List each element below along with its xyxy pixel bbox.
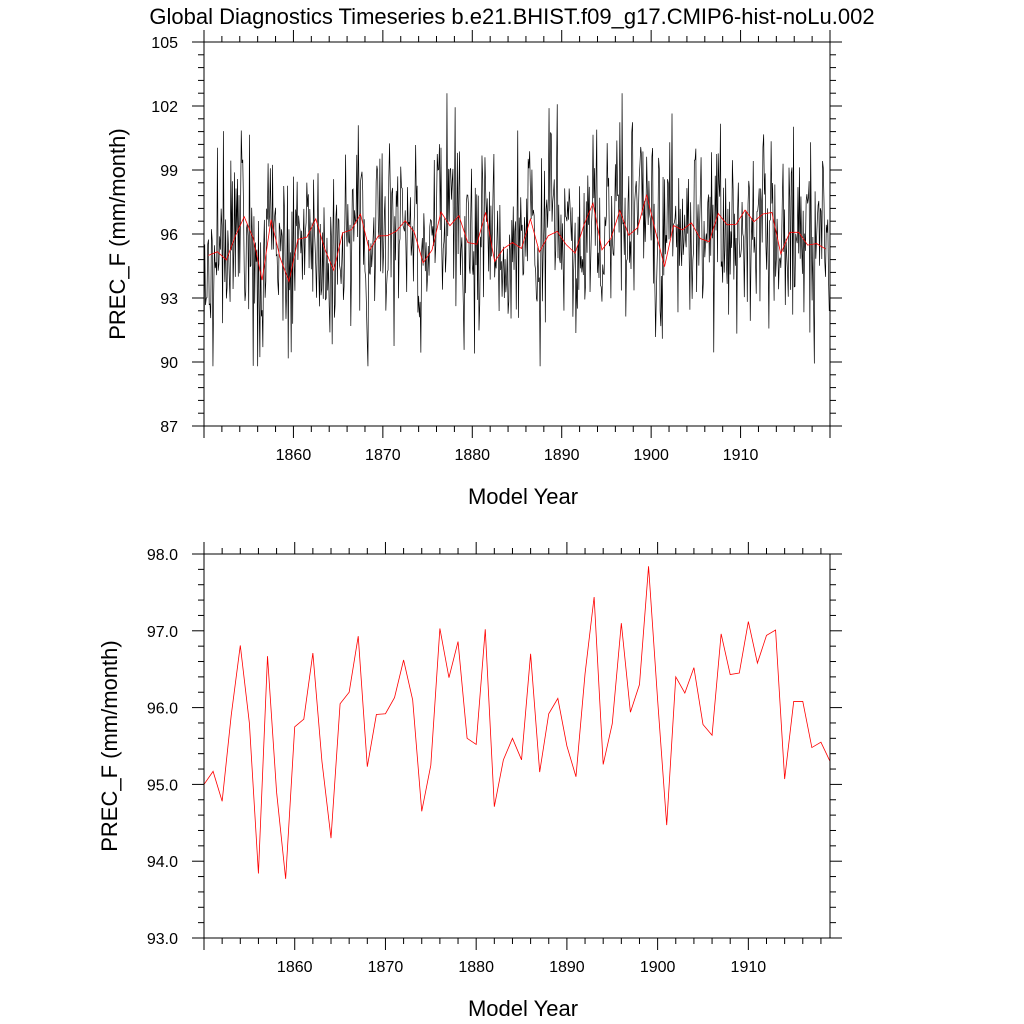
x-tick-label: 1910 xyxy=(723,447,759,464)
x-tick-label: 1900 xyxy=(633,447,669,464)
y-tick-label: 93.0 xyxy=(147,931,178,948)
y-tick-label: 93 xyxy=(160,291,178,308)
y-tick-label: 94.0 xyxy=(147,854,178,871)
y-tick-label: 95.0 xyxy=(147,777,178,794)
x-tick-label: 1910 xyxy=(731,959,767,976)
x-tick-label: 1890 xyxy=(549,959,585,976)
y-axis-title: PREC_F (mm/month) xyxy=(105,128,130,339)
x-tick-label: 1900 xyxy=(640,959,676,976)
monthly-series-line xyxy=(204,93,830,367)
y-tick-label: 96 xyxy=(160,227,178,244)
x-tick-label: 1860 xyxy=(277,959,313,976)
x-tick-label: 1860 xyxy=(276,447,312,464)
x-tick-label: 1880 xyxy=(454,447,490,464)
x-tick-label: 1890 xyxy=(544,447,580,464)
x-tick-label: 1870 xyxy=(368,959,404,976)
y-axis-title: PREC_F (mm/month) xyxy=(97,640,122,851)
y-tick-label: 90 xyxy=(160,355,178,372)
y-tick-label: 102 xyxy=(151,99,178,116)
timeseries-panel-monthly: 1860 1870 1880 1890 1900 1910 87 90 93 96 99 102 105… xyxy=(105,30,842,509)
x-axis-title: Model Year xyxy=(468,484,578,509)
y-tick-label: 105 xyxy=(151,35,178,52)
x-tick-label: 1880 xyxy=(458,959,494,976)
annual-series-line xyxy=(204,566,830,879)
y-tick-label: 87 xyxy=(160,419,178,436)
annual-series-line xyxy=(208,194,826,284)
x-tick-label: 1870 xyxy=(365,447,401,464)
y-tick-label: 96.0 xyxy=(147,701,178,718)
x-axis-title: Model Year xyxy=(468,996,578,1021)
plot-area xyxy=(204,93,830,367)
figure-title: Global Diagnostics Timeseries b.e21.BHIS… xyxy=(149,4,874,29)
y-tick-label: 99 xyxy=(160,163,178,180)
timeseries-panel-annual: 1860 1870 1880 1890 1900 1910 93.0 94.0 95.0 96.0… xyxy=(97,542,842,1021)
y-tick-label: 98.0 xyxy=(147,547,178,564)
plot-frame xyxy=(203,553,831,939)
y-tick-label: 97.0 xyxy=(147,624,178,641)
plot-area xyxy=(204,566,830,879)
